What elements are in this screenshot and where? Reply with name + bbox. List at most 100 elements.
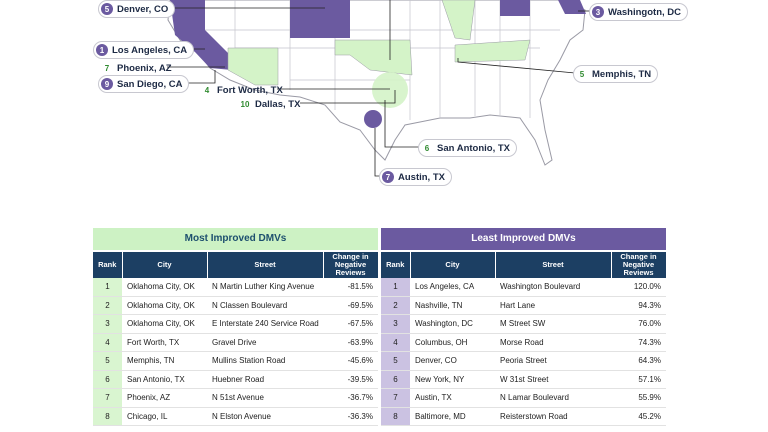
table-row: 6 New York, NY W 31st Street 57.1% (381, 370, 666, 389)
column-header: City (122, 252, 208, 278)
table-cell: Gravel Drive (207, 333, 323, 352)
us-map (167, 0, 591, 177)
arizona (227, 47, 279, 86)
city-name: Fort Worth, TX (217, 84, 283, 96)
city-name: Dallas, TX (255, 98, 301, 110)
header-row: Rank City Street Change in Negative Reviews (381, 252, 667, 278)
table-cell: Washington, DC (410, 314, 495, 334)
column-header: Rank (93, 252, 123, 278)
map-label: 9 San Diego, CA (98, 75, 190, 93)
city-name: Denver, CO (117, 3, 169, 15)
table-cell: 6 (381, 370, 410, 389)
city-name: Washingotn, DC (608, 6, 681, 18)
table-head: Rank City Street Change in Negative Reviews (381, 252, 667, 278)
table-cell: Chicago, IL (122, 407, 207, 426)
table-cell: Morse Road (495, 333, 611, 352)
table-cell: -67.5% (323, 314, 378, 334)
table-cell: New York, NY (410, 370, 495, 389)
table-cell: 76.0% (611, 314, 666, 334)
table-cell: E Interstate 240 Service Road (207, 314, 323, 334)
table-cell: 8 (381, 407, 410, 426)
table-cell: Hart Lane (495, 296, 611, 315)
tennessee (454, 39, 531, 63)
city-name: Austin, TX (398, 171, 445, 183)
rank-badge: 10 (240, 99, 250, 109)
table-cell: 74.3% (611, 333, 666, 352)
city-name: Phoenix, AZ (117, 62, 172, 74)
table-row: 2 Nashville, TN Hart Lane 94.3% (381, 296, 666, 315)
table-cell: 5 (93, 351, 122, 371)
table-row: 8 Baltimore, MD Reisterstown Road 45.2% (381, 407, 666, 426)
city-name: San Diego, CA (117, 78, 183, 90)
map-label: 4 Fort Worth, TX (198, 81, 290, 99)
table-row: 4 Fort Worth, TX Gravel Drive -63.9% (93, 333, 378, 352)
table-cell: Fort Worth, TX (122, 333, 207, 352)
table-cell: 8 (93, 407, 122, 426)
city-name: Memphis, TN (592, 68, 652, 80)
rank-badge: 5 (101, 3, 113, 15)
table-cell: Austin, TX (410, 388, 495, 408)
table-cell: 45.2% (611, 407, 666, 426)
table-cell: Washington Boulevard (495, 278, 611, 297)
rank-badge: 6 (424, 143, 430, 153)
rank-badge: 9 (101, 78, 113, 90)
data-table: Rank City Street Change in Negative Reviews… (93, 252, 379, 426)
table-title: Most Improved DMVs (93, 228, 378, 250)
rank-badge: 7 (382, 171, 394, 183)
table-cell: 3 (93, 314, 122, 334)
table-cell: Mullins Station Road (207, 351, 323, 371)
table-cell: N Classen Boulevard (207, 296, 323, 315)
table-cell: -63.9% (323, 333, 378, 352)
city-name: San Antonio, TX (437, 142, 511, 154)
table-body: 1 Los Angeles, CA Washington Boulevard 120.… (381, 278, 666, 426)
map-label: 1 Los Angeles, CA (93, 41, 195, 59)
table-cell: 2 (93, 296, 122, 315)
table-cell: Phoenix, AZ (122, 388, 207, 408)
column-header: Street (495, 252, 612, 278)
table-cell: Denver, CO (410, 351, 495, 371)
table-cell: Peoria Street (495, 351, 611, 371)
table-body: 1 Oklahoma City, OK N Martin Luther King A… (93, 278, 378, 426)
least-improved-table: Least Improved DMVs Rank City Street Change … (381, 228, 667, 426)
leader-lines (167, 0, 591, 177)
illinois (441, 0, 476, 41)
table-cell: 3 (381, 314, 410, 334)
table-head: Rank City Street Change in Negative Reviews (93, 252, 379, 278)
table-cell: 57.1% (611, 370, 666, 389)
table-cell: Memphis, TN (122, 351, 207, 371)
map-label: 10 Dallas, TX (236, 95, 307, 113)
dallas-area (372, 72, 408, 108)
map-label: 6 San Antonio, TX (418, 139, 518, 157)
table-cell: 2 (381, 296, 410, 315)
table-cell: San Antonio, TX (122, 370, 207, 389)
table-cell: 1 (93, 278, 122, 297)
data-table: Rank City Street Change in Negative Reviews… (381, 252, 667, 426)
map-label: 5 Memphis, TN (573, 65, 659, 83)
rank-badge: 7 (104, 63, 110, 73)
table-cell: N Lamar Boulevard (495, 388, 611, 408)
table-row: 4 Columbus, OH Morse Road 74.3% (381, 333, 666, 352)
map-label: 3 Washingotn, DC (589, 3, 688, 21)
table-cell: Reisterstown Road (495, 407, 611, 426)
map-label: 7 Phoenix, AZ (98, 59, 179, 77)
rank-badge: 4 (204, 85, 210, 95)
table-cell: Huebner Road (207, 370, 323, 389)
table-cell: 7 (381, 388, 410, 408)
most-improved-table: Most Improved DMVs Rank City Street Change i… (93, 228, 379, 426)
table-row: 1 Oklahoma City, OK N Martin Luther King A… (93, 278, 378, 297)
table-cell: 120.0% (611, 278, 666, 297)
table-row: 2 Oklahoma City, OK N Classen Boulevard -69… (93, 296, 378, 315)
table-cell: Nashville, TN (410, 296, 495, 315)
table-cell: 5 (381, 351, 410, 371)
city-name: Los Angeles, CA (112, 44, 188, 56)
table-cell: Columbus, OH (410, 333, 495, 352)
california (170, 0, 235, 70)
austin-area (364, 110, 382, 128)
colorado (290, 0, 350, 38)
table-cell: 94.3% (611, 296, 666, 315)
maryland (558, 0, 586, 14)
table-cell: Oklahoma City, OK (122, 296, 207, 315)
table-cell: Oklahoma City, OK (122, 314, 207, 334)
table-cell: 7 (93, 388, 122, 408)
